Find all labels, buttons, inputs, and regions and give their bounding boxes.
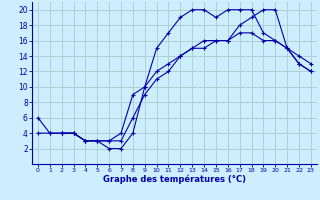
X-axis label: Graphe des températures (°C): Graphe des températures (°C) <box>103 175 246 184</box>
